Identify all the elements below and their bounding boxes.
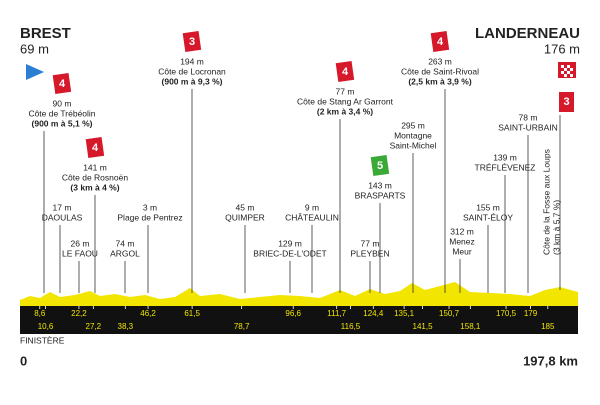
waypoint-label: 77 m — [361, 238, 380, 248]
waypoint-label: 78 m — [519, 112, 538, 122]
waypoint-label: 90 m — [53, 98, 72, 108]
waypoint-label: Menez — [449, 236, 475, 246]
waypoint-label: 45 m — [236, 202, 255, 212]
km-label: 46,2 — [140, 309, 156, 318]
waypoint-label: 129 m — [278, 238, 302, 248]
waypoint-label: BRIEC-DE-L'ODET — [253, 248, 326, 258]
waypoint-label: Côte de Trébéolin — [28, 108, 95, 118]
waypoint-label: 295 m — [401, 120, 425, 130]
start-flag — [26, 64, 44, 80]
km-label: 78,7 — [234, 322, 250, 331]
km-label: 170,5 — [496, 309, 517, 318]
waypoint-label: BRASPARTS — [355, 190, 406, 200]
start-altitude: 69 m — [20, 41, 49, 56]
km-label: 135,1 — [394, 309, 415, 318]
km-label: 8,6 — [34, 309, 46, 318]
category-label: 4 — [437, 36, 444, 48]
category-badge — [335, 60, 355, 83]
km-label: 38,3 — [118, 322, 134, 331]
km-label: 150,7 — [439, 309, 460, 318]
waypoint-label: TRÉFLÉVENEZ — [475, 162, 536, 172]
category-badge — [52, 72, 72, 95]
waypoint-label: 17 m — [53, 202, 72, 212]
km-label: 179 — [524, 309, 538, 318]
waypoint-label: 26 m — [71, 238, 90, 248]
km-label: 141,5 — [413, 322, 434, 331]
category-label: 4 — [92, 142, 99, 154]
km-ruler — [20, 306, 578, 334]
category-badge — [559, 92, 574, 112]
waypoint-label: DAOULAS — [42, 212, 83, 222]
waypoint-label: Côte de la Fosse aux Loups — [541, 149, 551, 255]
waypoint-label: (3 km à 5,7 %) — [551, 200, 561, 255]
waypoint-label: Meur — [452, 246, 472, 256]
waypoint-label: SAINT-ÉLOY — [463, 212, 513, 222]
waypoint-label: 3 m — [143, 202, 157, 212]
waypoint-label: 155 m — [476, 202, 500, 212]
elevation-profile — [20, 282, 578, 306]
waypoint-label: 141 m — [83, 162, 107, 172]
waypoint-label: (2,5 km à 3,9 %) — [408, 76, 471, 86]
category-badge — [85, 136, 105, 159]
km-label: 158,1 — [460, 322, 481, 331]
km-label: 116,5 — [341, 322, 361, 331]
waypoint-label: (3 km à 4 %) — [70, 182, 119, 192]
category-label: 5 — [377, 160, 383, 172]
category-badge — [182, 30, 202, 53]
waypoint-label: Saint-Michel — [390, 140, 437, 150]
km-label: 96,6 — [285, 309, 301, 318]
waypoint-label: ARGOL — [110, 248, 140, 258]
waypoint-label: 9 m — [305, 202, 319, 212]
waypoint-label: 74 m — [116, 238, 135, 248]
waypoint-label: (900 m à 5,1 %) — [32, 118, 93, 128]
waypoint-label: LE FAOU — [62, 248, 98, 258]
category-badge — [430, 30, 450, 53]
finish-name: LANDERNEAU — [475, 25, 580, 42]
waypoint-label: QUIMPER — [225, 212, 265, 222]
waypoint-label: 312 m — [450, 226, 474, 236]
waypoint-label: 139 m — [493, 152, 517, 162]
category-label: 3 — [189, 36, 195, 48]
region: FINISTÈRE — [20, 335, 65, 345]
distance-end: 197,8 km — [523, 353, 578, 368]
km-label: 22,2 — [71, 309, 87, 318]
category-badge — [370, 154, 390, 177]
km-label: 10,6 — [38, 322, 54, 331]
waypoint-label: SAINT-URBAIN — [498, 122, 558, 132]
km-label: 61,5 — [184, 309, 200, 318]
waypoint-label: 77 m — [336, 86, 355, 96]
distance-start: 0 — [20, 353, 27, 368]
waypoint-label: 194 m — [180, 56, 204, 66]
category-label: 4 — [59, 78, 66, 90]
waypoint-label: 263 m — [428, 56, 452, 66]
waypoint-label: CHÂTEAULIN — [285, 212, 339, 222]
waypoint-label: PLEYBEN — [350, 248, 389, 258]
waypoint-label: Côte de Stang Ar Garront — [297, 96, 394, 106]
finish-altitude: 176 m — [544, 41, 580, 56]
waypoint-label: Côte de Rosnoën — [62, 172, 128, 182]
waypoint-label: 143 m — [368, 180, 392, 190]
finish-flag — [558, 62, 576, 78]
waypoint-label: (2 km à 3,4 %) — [317, 106, 373, 116]
km-label: 111,7 — [327, 309, 346, 318]
waypoint-label: Côte de Locronan — [158, 66, 226, 76]
category-label: 4 — [342, 66, 349, 78]
category-label: 3 — [563, 96, 569, 108]
km-label: 27,2 — [86, 322, 102, 331]
waypoint-label: Côte de Saint-Rivoal — [401, 66, 479, 76]
km-label: 185 — [541, 322, 555, 331]
km-label: 124,4 — [363, 309, 384, 318]
start-name: BREST — [20, 25, 71, 42]
waypoint-label: (900 m à 9,3 %) — [162, 76, 223, 86]
waypoint-label: Montagne — [394, 130, 432, 140]
waypoint-label: Plage de Pentrez — [117, 212, 182, 222]
